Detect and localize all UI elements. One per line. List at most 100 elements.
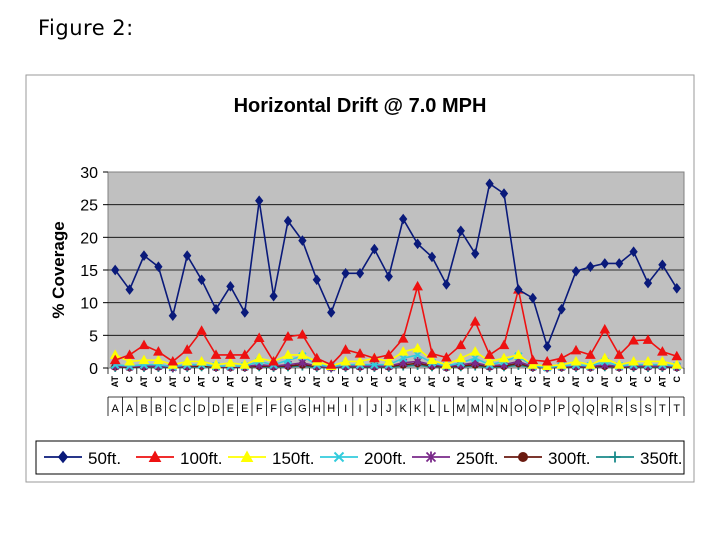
data-point (239, 349, 251, 359)
x-tick-label: AT (341, 376, 351, 388)
legend-label: 200ft. (364, 449, 407, 468)
data-point (354, 348, 366, 358)
data-point (370, 243, 379, 255)
x-group-label: S (630, 403, 637, 415)
x-group-label: B (140, 403, 147, 415)
data-point (471, 248, 480, 259)
data-point (355, 267, 365, 279)
x-group-label: Q (572, 403, 581, 415)
data-point (298, 358, 307, 368)
data-point (455, 352, 467, 363)
x-tick-label: AT (600, 376, 610, 388)
data-point (412, 342, 423, 353)
legend-label: 150ft. (272, 449, 315, 468)
data-point (541, 360, 553, 371)
data-point (469, 346, 481, 356)
data-point (484, 349, 495, 359)
data-point (570, 344, 582, 355)
x-tick-label: AT (571, 376, 581, 388)
data-point (441, 359, 452, 369)
y-tick-label: 0 (89, 361, 98, 378)
series-line (114, 347, 677, 367)
data-point (442, 279, 451, 290)
data-point (311, 352, 323, 363)
x-tick-label: AT (110, 376, 120, 388)
data-point (153, 346, 164, 356)
x-group-label: J (386, 403, 392, 415)
x-tick-label: C (326, 376, 336, 383)
x-tick-label: C (297, 376, 307, 383)
x-tick-label: AT (168, 376, 178, 388)
data-point (426, 354, 438, 365)
data-point (599, 323, 611, 334)
legend-item: 100ft. (136, 449, 223, 468)
data-point (109, 354, 121, 365)
data-point (333, 451, 345, 463)
x-group-label: R (615, 403, 623, 415)
data-point (585, 359, 596, 369)
y-tick-label: 15 (80, 263, 98, 280)
data-point (383, 349, 395, 359)
data-point (609, 451, 621, 463)
data-point (196, 355, 207, 366)
x-group-label: L (429, 403, 435, 415)
data-point (282, 349, 294, 359)
x-tick-label: AT (283, 376, 293, 388)
x-group-label: C (169, 403, 177, 415)
data-point (657, 346, 668, 356)
data-point (240, 307, 249, 318)
x-group-label: Q (586, 403, 595, 415)
data-point (153, 354, 164, 365)
x-group-label: O (529, 403, 538, 415)
x-group-label: G (284, 403, 293, 415)
series-line (115, 354, 677, 369)
x-tick-label: C (355, 376, 365, 383)
legend-label: 350ft. (640, 449, 683, 468)
data-point (528, 292, 537, 304)
x-tick-label: AT (197, 376, 207, 388)
x-group-label: H (327, 403, 335, 415)
data-point (413, 356, 422, 366)
y-tick-label: 25 (80, 198, 98, 215)
data-point (543, 341, 552, 352)
data-point (211, 303, 221, 315)
data-point (600, 258, 609, 269)
data-point (642, 355, 654, 366)
data-point (658, 259, 667, 271)
x-group-label: P (558, 403, 565, 415)
data-point (283, 215, 293, 227)
data-point (556, 352, 567, 363)
data-point (557, 303, 566, 315)
x-group-label: E (241, 403, 248, 415)
x-group-label: G (298, 403, 307, 415)
x-tick-label: C (269, 376, 279, 383)
legend-item: 300ft. (504, 449, 591, 468)
data-point (498, 339, 510, 350)
data-point (657, 355, 668, 366)
data-point (427, 251, 437, 263)
legend-label: 300ft. (548, 449, 591, 468)
legend: 50ft. 100ft. 150ft. 200ft. 250ft. 300ft. 350ft… (44, 449, 683, 468)
x-tick-label: C (182, 376, 192, 383)
data-point (325, 359, 337, 369)
data-point (615, 258, 624, 269)
data-point (154, 261, 163, 273)
data-point (268, 355, 279, 366)
x-group-label: A (126, 403, 134, 415)
x-group-label: I (358, 403, 361, 415)
x-tick-label: AT (427, 376, 437, 388)
data-point (397, 333, 409, 343)
data-point (671, 350, 683, 361)
x-tick-label: AT (657, 376, 667, 388)
data-point (425, 451, 437, 463)
data-point (412, 280, 423, 291)
x-tick-label: AT (369, 376, 379, 388)
y-axis: 0 5 10 15 20 25 30 (80, 165, 108, 378)
x-tick-label: C (528, 376, 538, 383)
x-tick-label: AT (398, 376, 408, 388)
data-point (197, 274, 206, 286)
data-point (148, 450, 162, 462)
data-point (297, 329, 308, 339)
data-point (470, 353, 480, 363)
data-point (181, 344, 193, 354)
